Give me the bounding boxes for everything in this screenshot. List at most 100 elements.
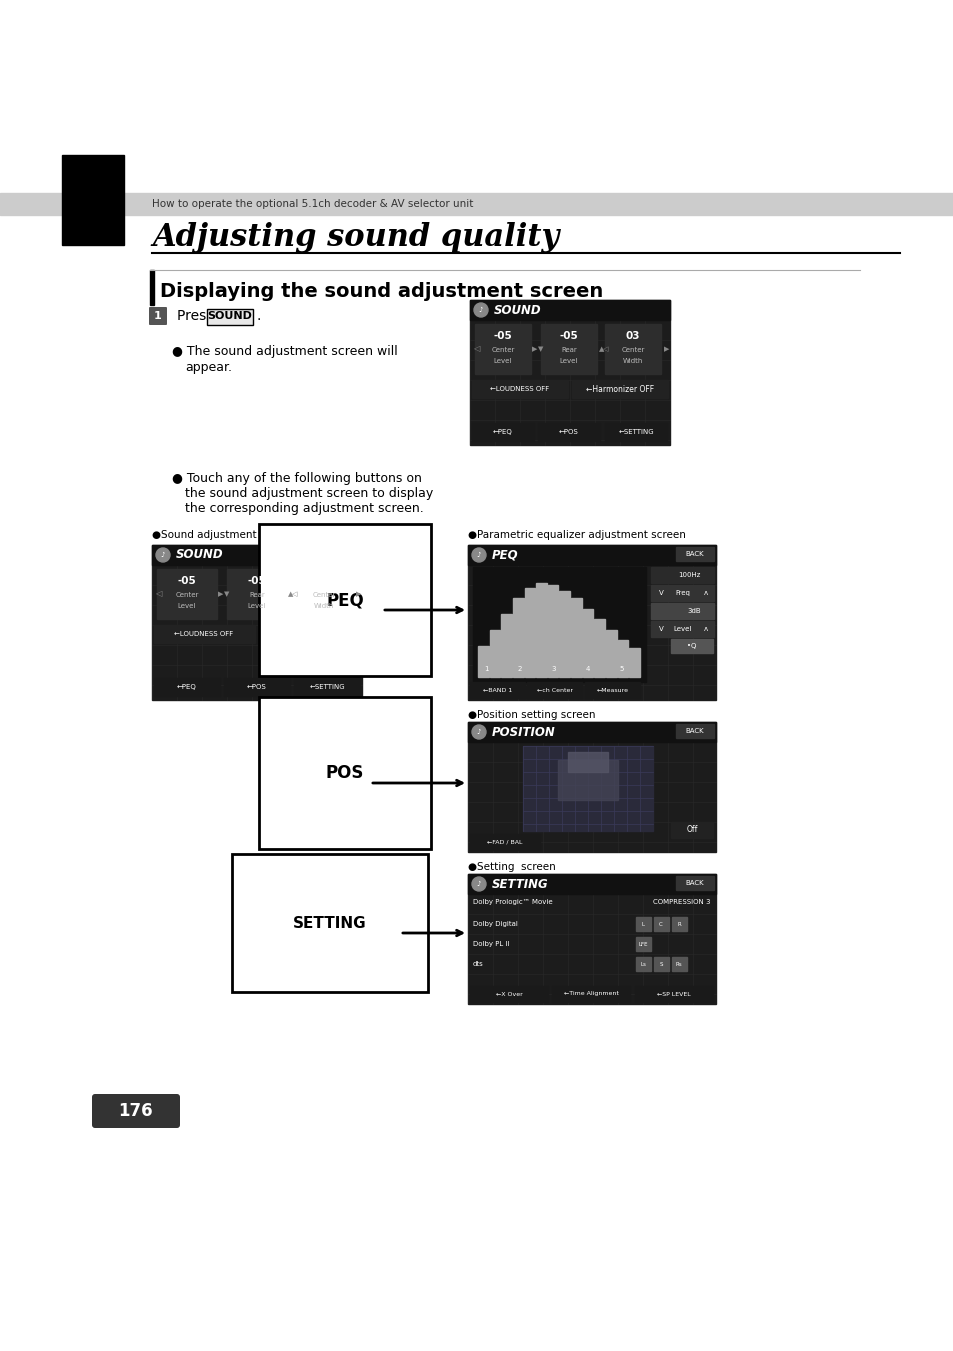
- Text: ←Harmonizer OFF: ←Harmonizer OFF: [585, 385, 654, 393]
- Bar: [537, 423, 599, 440]
- Text: ←BAND 1: ←BAND 1: [483, 688, 512, 693]
- Text: Freq: Freq: [675, 590, 690, 596]
- Bar: [650, 621, 713, 638]
- Circle shape: [474, 303, 488, 317]
- Text: Rear: Rear: [249, 592, 265, 598]
- Bar: [152, 544, 361, 700]
- Text: POS: POS: [326, 765, 364, 782]
- Text: 1: 1: [154, 311, 162, 322]
- Bar: [636, 938, 650, 951]
- Bar: [617, 640, 628, 677]
- Text: ʌ: ʌ: [703, 590, 707, 596]
- Bar: [470, 300, 669, 320]
- Text: ♪: ♪: [476, 730, 480, 735]
- Bar: [473, 567, 645, 682]
- Text: ▶: ▶: [355, 590, 361, 597]
- Circle shape: [546, 662, 560, 676]
- Text: ◁: ◁: [602, 346, 608, 353]
- Text: ●Setting  screen: ●Setting screen: [468, 862, 556, 871]
- Text: 03: 03: [625, 331, 639, 340]
- Bar: [472, 423, 534, 440]
- Text: ♪: ♪: [478, 307, 483, 313]
- Text: Dolby Digital: Dolby Digital: [473, 921, 517, 927]
- Bar: [468, 544, 716, 565]
- Text: -05: -05: [559, 331, 578, 340]
- Circle shape: [580, 662, 595, 676]
- Bar: [676, 875, 713, 890]
- Bar: [468, 874, 716, 894]
- Text: L: L: [640, 921, 644, 927]
- Text: ●Sound adjustment screen: ●Sound adjustment screen: [152, 530, 294, 540]
- Bar: [629, 647, 639, 677]
- Text: ←PEQ: ←PEQ: [493, 430, 513, 435]
- Bar: [468, 544, 716, 700]
- Text: Dolby Prologic™ Movie: Dolby Prologic™ Movie: [473, 898, 552, 905]
- Text: ←X Over: ←X Over: [496, 992, 522, 997]
- Text: ● Touch any of the following buttons on: ● Touch any of the following buttons on: [172, 471, 421, 485]
- Bar: [654, 917, 668, 931]
- Text: ←PEQ: ←PEQ: [177, 684, 196, 690]
- Text: Rear: Rear: [560, 347, 577, 353]
- Text: Level: Level: [177, 603, 196, 609]
- Text: C: C: [659, 921, 662, 927]
- Bar: [536, 582, 546, 677]
- Text: ▶: ▶: [532, 346, 537, 353]
- Bar: [294, 678, 359, 696]
- Text: Center: Center: [312, 592, 335, 598]
- Text: BACK: BACK: [685, 880, 703, 886]
- Bar: [654, 957, 668, 971]
- Text: ♪: ♪: [476, 881, 480, 888]
- Text: Level: Level: [248, 603, 266, 609]
- Bar: [224, 678, 290, 696]
- Text: Width: Width: [314, 603, 334, 609]
- Text: ●Parametric equalizer adjustment screen: ●Parametric equalizer adjustment screen: [468, 530, 685, 540]
- Bar: [605, 630, 616, 677]
- Bar: [636, 917, 650, 931]
- Circle shape: [513, 662, 526, 676]
- Text: COMPRESSION 3: COMPRESSION 3: [653, 898, 710, 905]
- Bar: [468, 721, 716, 742]
- Text: Width: Width: [622, 358, 642, 363]
- Text: ●Position setting screen: ●Position setting screen: [468, 711, 595, 720]
- Bar: [670, 639, 712, 653]
- Circle shape: [472, 725, 485, 739]
- Bar: [604, 324, 660, 374]
- Bar: [558, 761, 618, 800]
- Text: the corresponding adjustment screen.: the corresponding adjustment screen.: [185, 503, 423, 515]
- Text: .: .: [255, 309, 260, 323]
- Text: ←ch Center: ←ch Center: [537, 688, 573, 693]
- Text: BACK: BACK: [685, 728, 703, 734]
- Bar: [572, 380, 667, 399]
- Text: Adjusting sound quality: Adjusting sound quality: [152, 222, 558, 253]
- Text: How to operate the optional 5.1ch decoder & AV selector unit: How to operate the optional 5.1ch decode…: [152, 199, 473, 209]
- Bar: [635, 986, 712, 1002]
- Bar: [153, 626, 254, 643]
- Text: Ls: Ls: [639, 962, 645, 966]
- Bar: [594, 619, 604, 677]
- Bar: [584, 682, 639, 698]
- Text: SOUND: SOUND: [175, 549, 223, 562]
- Text: 176: 176: [118, 1102, 153, 1120]
- Text: •Q: •Q: [686, 643, 696, 648]
- Bar: [671, 917, 686, 931]
- Text: PEQ: PEQ: [492, 549, 518, 562]
- Text: Center: Center: [175, 592, 198, 598]
- Text: 100Hz: 100Hz: [678, 571, 700, 578]
- Text: SETTING: SETTING: [492, 878, 548, 890]
- Bar: [650, 567, 713, 584]
- FancyBboxPatch shape: [91, 1094, 180, 1128]
- Text: ◁: ◁: [154, 589, 161, 598]
- Text: ←POS: ←POS: [247, 684, 267, 690]
- Text: ←Harmonizer OFF: ←Harmonizer OFF: [274, 630, 343, 639]
- Circle shape: [615, 662, 628, 676]
- Circle shape: [472, 877, 485, 892]
- Bar: [227, 569, 287, 619]
- Bar: [258, 626, 359, 643]
- Text: 2: 2: [517, 666, 521, 671]
- Text: V: V: [658, 626, 662, 632]
- Text: ←SP LEVEL: ←SP LEVEL: [657, 992, 690, 997]
- Text: S: S: [659, 962, 662, 966]
- Bar: [650, 603, 713, 619]
- Text: ←SETTING: ←SETTING: [618, 430, 653, 435]
- Text: the sound adjustment screen to display: the sound adjustment screen to display: [185, 486, 433, 500]
